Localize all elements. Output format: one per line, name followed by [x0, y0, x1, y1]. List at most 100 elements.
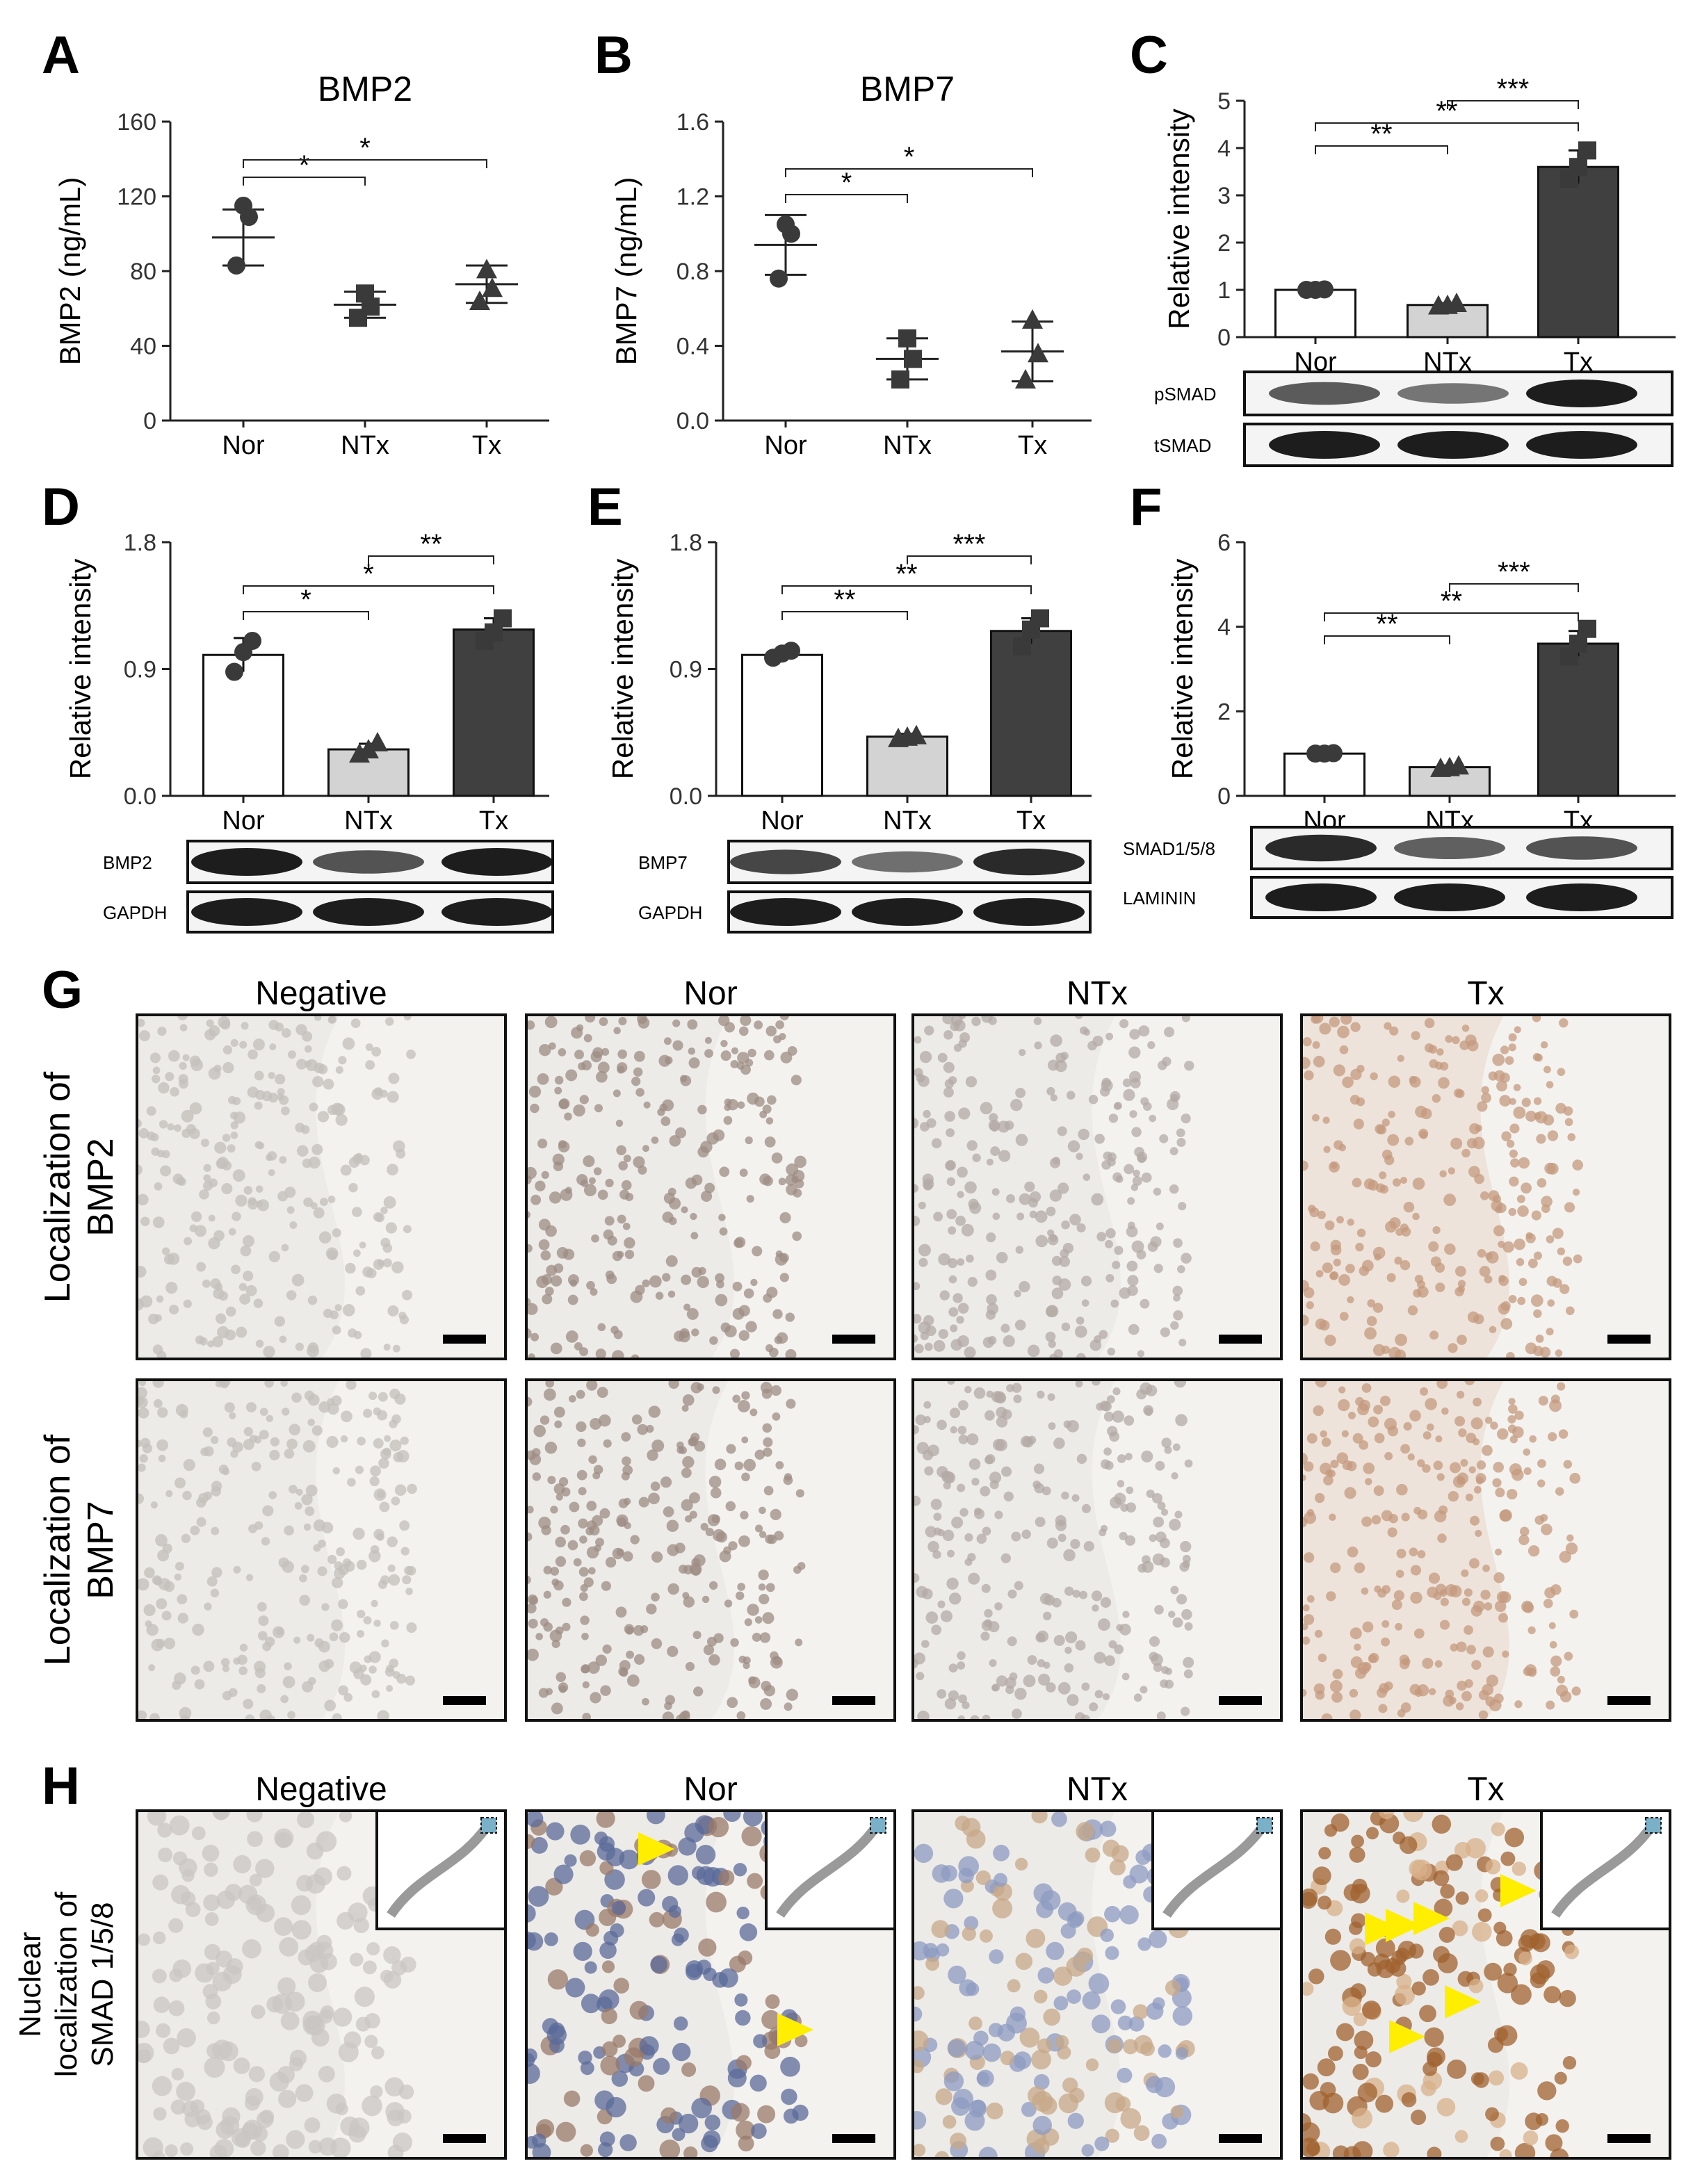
cell	[549, 2037, 565, 2053]
cell	[681, 1206, 688, 1214]
cell	[1572, 1159, 1583, 1171]
blot-c-label: tSMAD	[1154, 435, 1211, 456]
cell	[294, 1501, 302, 1510]
cell	[1547, 1299, 1555, 1307]
cell	[218, 2042, 238, 2062]
cell	[1484, 1275, 1493, 1284]
cell	[1126, 1502, 1137, 1513]
cell	[1053, 1437, 1065, 1449]
cell	[1142, 1560, 1154, 1573]
cell	[384, 1017, 394, 1026]
cell	[972, 1153, 981, 1162]
cell	[701, 1190, 713, 1203]
cell	[382, 1258, 392, 1268]
cell	[368, 1392, 378, 1401]
cell	[202, 1427, 213, 1437]
cell	[551, 1702, 563, 1715]
cell	[1094, 2136, 1110, 2151]
cell	[926, 1118, 937, 1128]
cell	[1497, 1973, 1518, 1994]
cell	[758, 1570, 769, 1581]
cell	[1546, 1328, 1554, 1336]
scale-bar	[832, 2134, 875, 2143]
cell	[924, 1466, 934, 1476]
arrowhead-tx	[1445, 1985, 1481, 2019]
cell	[1566, 1306, 1575, 1315]
cell	[157, 1026, 167, 1036]
cell	[785, 1348, 797, 1359]
cell	[1389, 1026, 1399, 1036]
chart-a-data-point	[356, 284, 374, 303]
cell	[295, 1123, 305, 1133]
inset-roi-box	[480, 1817, 497, 1834]
cell	[982, 1526, 991, 1536]
cell	[1502, 1241, 1514, 1253]
cell	[681, 1467, 692, 1478]
cell	[672, 1040, 683, 1051]
cell	[1149, 1930, 1167, 1948]
cell	[177, 1613, 188, 1624]
cell	[1048, 1340, 1056, 1348]
cell	[765, 1994, 780, 2010]
cell	[217, 1326, 229, 1339]
cell	[327, 1403, 339, 1415]
cell	[1162, 1057, 1172, 1066]
cell	[277, 2066, 295, 2084]
cell	[232, 1097, 241, 1106]
cell	[1172, 1285, 1183, 1296]
cell	[1475, 1476, 1484, 1485]
blot-d-band	[313, 850, 424, 874]
cell	[1433, 1946, 1450, 1963]
cell	[274, 1917, 293, 1937]
cell	[1031, 1811, 1048, 1824]
cell	[1170, 1586, 1179, 1595]
cell	[1354, 1562, 1365, 1574]
cell	[953, 1293, 963, 1303]
cell	[1527, 1545, 1540, 1557]
panel-letter-d: D	[42, 478, 80, 537]
cell	[161, 1150, 170, 1159]
cell	[1537, 1479, 1546, 1488]
cell	[576, 1174, 588, 1186]
cell	[192, 1623, 204, 1636]
cell	[650, 1481, 660, 1492]
cell	[211, 1567, 222, 1578]
cell	[1386, 1273, 1396, 1282]
cell	[168, 2000, 185, 2016]
cell	[1356, 1228, 1366, 1237]
cell	[1061, 1220, 1070, 1230]
cell	[971, 1016, 981, 1027]
cell	[578, 1592, 588, 1602]
cell	[396, 1148, 406, 1159]
cell	[1326, 1591, 1336, 1602]
cell	[681, 2062, 697, 2077]
column-label-h: Nor	[683, 1771, 737, 1808]
cell	[543, 1565, 552, 1575]
inset-roi-box	[870, 1817, 886, 1834]
cell	[1571, 1686, 1581, 1696]
cell	[948, 1690, 959, 1701]
cell	[1372, 1303, 1384, 1313]
cell	[611, 1900, 626, 1916]
cell	[137, 2020, 150, 2038]
cell	[1141, 1450, 1153, 1462]
cell	[1336, 1452, 1349, 1464]
cell	[225, 1306, 236, 1317]
cell	[1108, 1114, 1119, 1123]
cell	[599, 1941, 617, 1959]
cell	[631, 1414, 642, 1425]
cell	[1525, 1233, 1536, 1244]
cell	[1361, 1516, 1372, 1527]
cell	[1470, 1417, 1483, 1430]
cell	[933, 1339, 946, 1352]
cell	[1110, 1299, 1119, 1308]
cell	[1007, 1589, 1017, 1599]
cell	[252, 1038, 265, 1051]
blot-e-label: GAPDH	[638, 902, 702, 923]
cell	[1330, 1162, 1338, 1169]
cell	[146, 1106, 156, 1116]
cell	[743, 1458, 756, 1472]
cell	[238, 1282, 248, 1291]
cell	[335, 1066, 343, 1074]
